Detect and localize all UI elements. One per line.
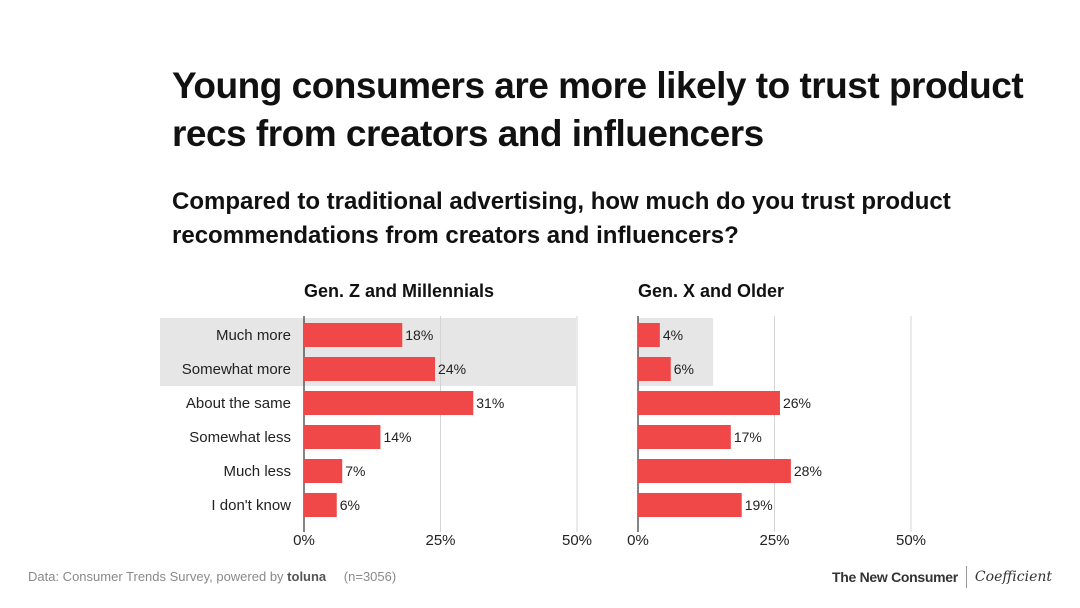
bar (304, 459, 343, 483)
x-tick-label: 25% (425, 532, 455, 549)
data-label: 4% (663, 327, 683, 343)
data-label: 14% (383, 429, 411, 445)
data-label: 18% (405, 327, 433, 343)
series-title: Gen. X and Older (638, 281, 784, 301)
data-label: 24% (438, 361, 466, 377)
x-tick-label: 0% (293, 532, 315, 549)
series-title: Gen. Z and Millennials (304, 281, 494, 301)
brand-divider (965, 566, 967, 588)
data-label: 31% (476, 395, 504, 411)
x-tick-label: 0% (627, 532, 649, 549)
chart-title: Young consumers are more likely to trust… (172, 65, 1024, 154)
category-label: Much more (216, 327, 291, 344)
x-tick-label: 50% (896, 532, 926, 549)
data-label: 17% (734, 429, 762, 445)
toluna-logo: toluna (287, 569, 327, 584)
category-label: About the same (186, 395, 291, 412)
source-prefix: Data: Consumer Trends Survey, powered by (28, 569, 284, 584)
data-label: 6% (674, 361, 694, 377)
bar (638, 391, 780, 415)
category-label: Somewhat less (189, 429, 291, 446)
coefficient-logo: Coefficient (974, 569, 1052, 585)
source-note: Data: Consumer Trends Survey, powered by… (28, 569, 396, 584)
data-label: 19% (745, 497, 773, 513)
sample-size: (n=3056) (343, 569, 397, 584)
category-label: Much less (223, 463, 291, 480)
bar (638, 323, 660, 347)
data-label: 28% (794, 463, 822, 479)
bar (304, 323, 403, 347)
data-label: 7% (345, 463, 365, 479)
x-tick-label: 25% (759, 532, 789, 549)
data-label: 6% (340, 497, 360, 513)
bar (638, 357, 671, 381)
bar (304, 425, 381, 449)
footer-brands: The New Consumer Coefficient (832, 566, 1052, 588)
category-label: Somewhat more (182, 361, 291, 378)
bar (304, 391, 474, 415)
bar (638, 425, 731, 449)
category-label: I don't know (211, 497, 291, 514)
the-new-consumer-logo: The New Consumer (832, 569, 958, 585)
bar (638, 459, 791, 483)
x-tick-label: 50% (562, 532, 592, 549)
bar (638, 493, 742, 517)
chart-subtitle: Compared to traditional advertising, how… (172, 188, 951, 249)
bar (304, 493, 337, 517)
data-label: 26% (783, 395, 811, 411)
bar (304, 357, 436, 381)
